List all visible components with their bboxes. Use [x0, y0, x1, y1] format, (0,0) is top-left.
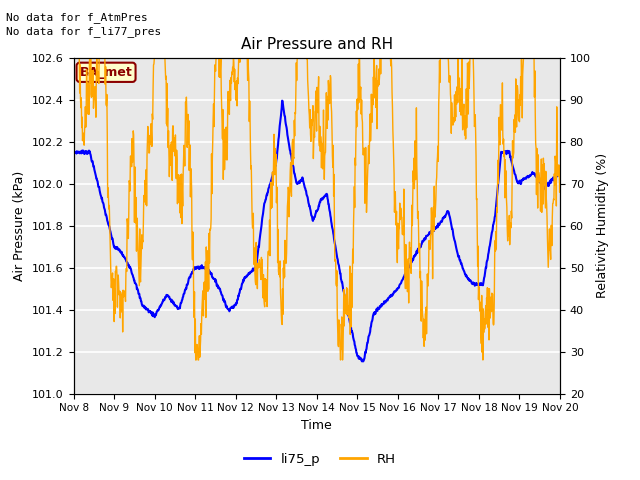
X-axis label: Time: Time [301, 419, 332, 432]
Text: No data for f_li77_pres: No data for f_li77_pres [6, 26, 162, 37]
Y-axis label: Air Pressure (kPa): Air Pressure (kPa) [13, 170, 26, 281]
Legend: li75_p, RH: li75_p, RH [239, 447, 401, 471]
Text: No data for f_AtmPres: No data for f_AtmPres [6, 12, 148, 23]
Y-axis label: Relativity Humidity (%): Relativity Humidity (%) [596, 153, 609, 298]
Title: Air Pressure and RH: Air Pressure and RH [241, 37, 393, 52]
Text: BA_met: BA_met [80, 66, 132, 79]
